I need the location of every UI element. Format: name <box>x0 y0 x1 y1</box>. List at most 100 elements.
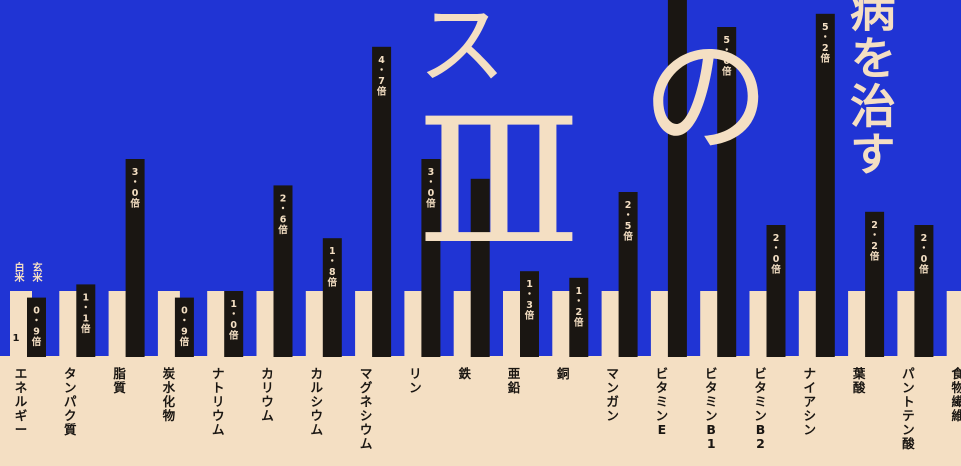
category-label-char: 水 <box>163 380 176 395</box>
bar-white-rice <box>503 291 525 357</box>
category-label-char: 維 <box>951 408 961 423</box>
bar-value-label-char: 倍 <box>919 264 929 276</box>
category-label-char: ン <box>705 408 718 423</box>
category-label-char: 食 <box>950 366 961 381</box>
bar-value-label-char: 5 <box>822 22 829 33</box>
bar-value-label-char: 1 <box>575 286 582 297</box>
bar-value-label-char: ・ <box>919 244 929 255</box>
bar-value-label-char: 6 <box>280 214 287 225</box>
category-label-char: ナ <box>804 366 817 381</box>
category-label-char: タ <box>705 380 718 395</box>
bar-white-rice <box>207 291 230 357</box>
category-label-char: リ <box>409 366 422 381</box>
category-label-char: ビ <box>705 366 718 381</box>
bar-value-label-char: 倍 <box>525 310 535 322</box>
bar-value-label-char: ・ <box>377 65 387 76</box>
legend-white-rice: 白米 <box>12 262 23 282</box>
bar-value-label-char: 9 <box>181 327 188 338</box>
bar-value-label-char: 0 <box>723 56 730 67</box>
bar-white-rice <box>897 291 920 357</box>
bar-white-rice <box>108 291 131 357</box>
category-label-char: 鉄 <box>458 366 471 381</box>
bar-white-rice <box>355 291 378 357</box>
bar-value-label-char: 1 <box>82 313 89 324</box>
bar-brown-rice <box>815 13 835 358</box>
title-fragment-2: の <box>642 23 771 172</box>
category-label-char: ビ <box>754 366 767 381</box>
category-label-char: ト <box>902 394 915 409</box>
category-label-char: 化 <box>163 394 176 409</box>
category-band <box>0 356 961 466</box>
category-label-char: ル <box>15 394 28 409</box>
category-label-char: 鉛 <box>507 380 521 395</box>
bar-value-label-char: ・ <box>771 244 781 255</box>
bar-value-label-char: 4 <box>378 55 385 66</box>
category-label-char: ウ <box>311 408 324 423</box>
bar-value-label-char: 2 <box>280 193 287 204</box>
category-label-char: マ <box>360 366 373 381</box>
bar-brown-rice <box>76 284 96 357</box>
category-label-char: ム <box>360 436 373 451</box>
category-label-char: 脂 <box>112 366 126 381</box>
bar-value-label-char: 3 <box>132 167 139 178</box>
bar-value-label-char: ・ <box>81 303 91 314</box>
bar-value-label-char: ・ <box>574 296 584 307</box>
bar-value-label-char: 倍 <box>32 336 42 348</box>
category-label-char: タ <box>64 366 77 381</box>
category-label-char: ル <box>311 380 324 395</box>
bar-value-label-char: 倍 <box>426 198 436 210</box>
category-label-char: ン <box>902 422 915 437</box>
bar-brown-rice <box>27 297 46 357</box>
category-label-char: マ <box>606 366 619 381</box>
category-label-char: 繊 <box>951 394 961 409</box>
bar-brown-rice <box>273 185 293 357</box>
category-label-char: シ <box>311 394 324 409</box>
bar-brown-rice <box>569 277 589 357</box>
bar-value-label-char: ・ <box>870 230 880 241</box>
category-label-char: 2 <box>756 436 765 451</box>
bar-value-label-char: ・ <box>821 32 831 43</box>
bar-brown-rice <box>766 225 786 357</box>
bar-value-label-char: ・ <box>722 46 732 57</box>
bar-white-rice <box>404 291 427 357</box>
bar-value-label-char: 1 <box>526 279 533 290</box>
category-label-char: イ <box>804 380 817 395</box>
category-label-char: ン <box>804 422 817 437</box>
bar-value-label-char: ・ <box>180 316 190 327</box>
bar-value-label-char: 倍 <box>130 198 140 210</box>
category-label-char: ウ <box>261 394 274 409</box>
bar-brown-rice <box>470 178 490 357</box>
category-label-char: ン <box>606 380 619 395</box>
bar-value-label-char: 7 <box>378 76 385 87</box>
title-fragment-1: ス <box>418 0 507 97</box>
bar-value-label-char: ・ <box>278 204 288 215</box>
bar-brown-rice <box>322 238 342 357</box>
labels-layer: 0・9倍エネルギー1・1倍タンパク質3・0倍脂質0・9倍炭水化物1・0倍ナトリウ… <box>13 22 961 451</box>
category-label-char: シ <box>360 408 373 423</box>
bar-white-rice <box>256 291 279 357</box>
category-label-char: ガ <box>606 394 619 409</box>
bar-brown-rice <box>224 291 244 357</box>
category-label-char: ミ <box>656 394 669 409</box>
category-label-char: シ <box>804 408 817 423</box>
bar-value-label-char: 2 <box>625 200 632 211</box>
bar-white-rice <box>305 291 328 357</box>
baseline-one-label: 1 <box>13 333 20 344</box>
bar-brown-rice <box>520 271 539 357</box>
bar-value-label-char: 2 <box>575 307 582 318</box>
bar-value-label-char: 0 <box>428 188 435 199</box>
bar-value-label-char: 0 <box>921 254 928 265</box>
bar-brown-rice <box>667 0 687 357</box>
category-label-char: タ <box>754 380 767 395</box>
category-label-char: 酸 <box>902 436 915 451</box>
bar-white-rice <box>700 291 723 357</box>
bar-white-rice <box>848 291 871 357</box>
bar-value-label-char: 倍 <box>821 52 831 64</box>
bar-value-label-char: 3 <box>428 167 435 178</box>
bar-white-rice <box>749 291 772 357</box>
bar-value-label-char: ・ <box>130 178 140 189</box>
category-label-char: 銅 <box>556 366 570 381</box>
bar-value-label-char: 倍 <box>278 224 288 236</box>
bar-white-rice <box>10 291 32 357</box>
